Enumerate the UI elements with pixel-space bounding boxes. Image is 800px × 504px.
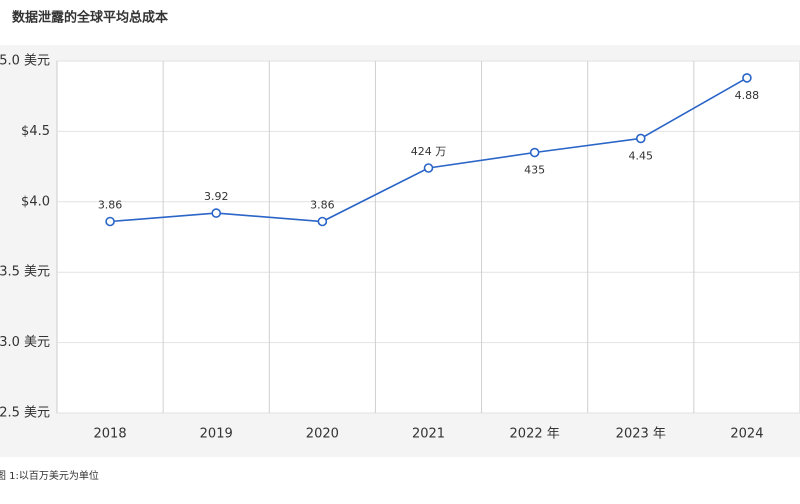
x-tick-label: 2023 年 xyxy=(616,427,666,442)
x-tick-label: 2019 xyxy=(200,427,233,442)
x-tick-label: 2018 xyxy=(94,427,127,442)
data-point xyxy=(211,208,222,218)
y-tick-label: $4.0 xyxy=(21,194,50,209)
footnote: 图 1:以百万美元为单位 xyxy=(0,469,99,482)
data-point xyxy=(423,163,434,173)
x-tick-label: 2020 xyxy=(306,427,339,442)
data-point xyxy=(742,73,752,83)
chart-title: 数据泄露的全球平均总成本 xyxy=(12,10,168,26)
data-point xyxy=(317,216,328,227)
data-label: 424 万 xyxy=(411,145,447,158)
plot-area xyxy=(56,60,800,414)
data-label: 435 xyxy=(524,164,545,177)
x-tick-label: 2024 xyxy=(730,427,763,442)
y-tick-label: 2.5 美元 xyxy=(0,406,50,421)
x-tick-label: 2022 年 xyxy=(510,427,560,442)
y-tick-label: $4.5 xyxy=(21,124,50,139)
y-tick-label: 5.0 美元 xyxy=(0,54,50,69)
data-label: 4.88 xyxy=(735,89,760,102)
data-point xyxy=(635,133,646,144)
data-label: 3.92 xyxy=(204,190,229,203)
y-tick-label: 3.5 美元 xyxy=(0,265,50,280)
data-point xyxy=(105,216,115,227)
data-label: 4.45 xyxy=(629,149,654,162)
data-label: 3.86 xyxy=(98,199,123,212)
y-tick-label: 3.0 美元 xyxy=(0,335,50,350)
x-tick-label: 2021 xyxy=(412,427,445,442)
data-label: 3.86 xyxy=(310,199,335,212)
data-point xyxy=(529,147,540,158)
